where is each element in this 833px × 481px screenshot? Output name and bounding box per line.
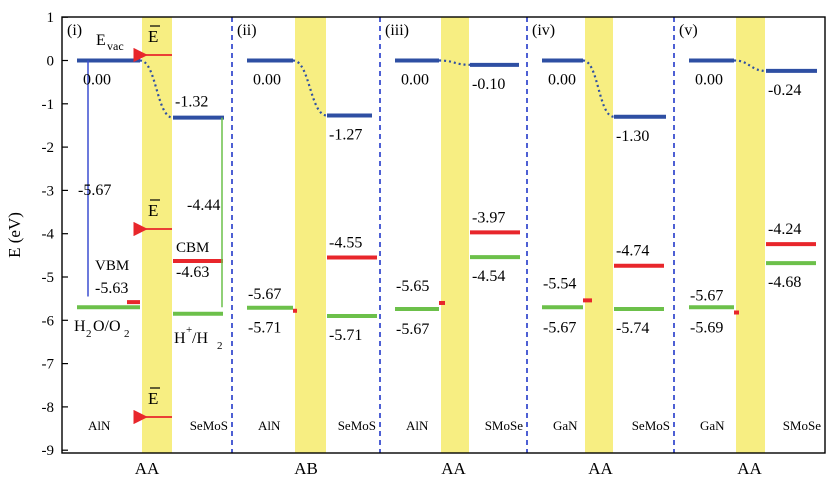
vbm-value-right: -5.74	[616, 320, 649, 337]
vacuum-value-right: -1.30	[616, 128, 649, 145]
y-tick-label: -8	[42, 400, 55, 416]
vacuum-value-right: -0.24	[768, 82, 801, 99]
y-tick-label: -4	[42, 227, 55, 243]
material-left-name: AlN	[88, 418, 111, 433]
cbm-value-left: -5.54	[543, 275, 576, 292]
material-left-name: GaN	[700, 418, 725, 433]
y-axis: 1 0 -1 -2 -3 -4 -5 -6 -7 -8 -9	[42, 10, 68, 459]
redox-h-plus-label: H	[174, 330, 186, 347]
redox-h-label: H	[74, 318, 86, 335]
stacking-label: AB	[294, 459, 318, 478]
vacuum-value-left: 0.00	[253, 72, 281, 89]
stacking-label: AA	[135, 459, 160, 478]
cbm-value-right: -4.74	[616, 243, 649, 260]
cbm-value-left: -5.67	[248, 286, 281, 303]
evac-subscript: vac	[107, 39, 124, 53]
evac-symbol: E	[96, 32, 106, 49]
label-layer: (i) AlN SeMoS AA 0.00 -1.32 (ii) AlN SeMoS AB 0.00…	[67, 22, 821, 478]
y-tick-label: -9	[42, 443, 55, 459]
material-left-name: AlN	[406, 418, 429, 433]
y-tick-label: -3	[42, 183, 55, 199]
y-tick-label: -6	[42, 313, 55, 329]
vbm-value-left: -5.67	[396, 321, 429, 338]
band-level-layer	[77, 47, 817, 425]
panel-label: (iv)	[532, 22, 555, 39]
panel-label: (v)	[679, 22, 698, 39]
vacuum-step-curve	[733, 59, 767, 72]
panel-divider-layer	[231, 17, 675, 453]
material-left-name: GaN	[553, 418, 578, 433]
vbm-value-left: -5.67	[543, 319, 576, 336]
interface-region	[585, 17, 613, 453]
field-label-mid: E	[148, 201, 158, 220]
interface-region	[295, 17, 326, 453]
redox-h2-label: /H	[192, 330, 208, 347]
vbm-value-right: -5.71	[329, 327, 362, 344]
material-right-name: SMoSe	[485, 418, 524, 433]
vbm-tag: VBM	[95, 258, 129, 274]
vacuum-value-right: -1.32	[175, 94, 208, 111]
y-tick-label: 0	[47, 54, 55, 70]
interface-region	[736, 17, 765, 453]
redox-superscript: +	[186, 324, 192, 336]
cbm-value: -4.63	[176, 264, 209, 281]
material-right-name: SMoSe	[783, 418, 822, 433]
redox-subscript: 2	[86, 328, 92, 340]
vbm-value-right: -4.68	[768, 274, 801, 291]
vbm-value-left: -5.71	[248, 320, 281, 337]
cbm-tag: CBM	[176, 240, 209, 256]
stacking-label: AA	[588, 459, 613, 478]
cbm-value-left: -5.67	[690, 288, 723, 305]
stacking-label: AA	[737, 459, 762, 478]
vacuum-value-left: 0.00	[548, 72, 576, 89]
material-right-name: SeMoS	[632, 418, 670, 433]
redox-subscript: 2	[124, 328, 130, 340]
vbm-value-left: -5.69	[690, 319, 723, 336]
y-axis-label: E (eV)	[5, 212, 24, 258]
interface-region-layer	[142, 17, 765, 453]
y-tick-label: -5	[42, 270, 55, 286]
y-tick-label: -1	[42, 97, 55, 113]
cbm-value-right: -4.55	[329, 235, 362, 252]
y-tick-label: -2	[42, 140, 55, 156]
cbm-value-right: -3.97	[472, 209, 505, 226]
vacuum-step-curve	[438, 59, 471, 66]
field-label-top: E	[148, 27, 158, 46]
field-label-bottom: E	[148, 389, 158, 408]
panel-label: (iii)	[385, 22, 409, 39]
redox-o-label: O/O	[93, 318, 121, 335]
redox-subscript: 2	[217, 340, 223, 352]
panel-label: (i)	[67, 22, 82, 39]
vacuum-value-left: 0.00	[401, 72, 429, 89]
workfunction-right-value: -4.44	[187, 197, 220, 214]
plot-frame	[61, 16, 826, 454]
interface-region	[441, 17, 469, 453]
stacking-label: AA	[441, 459, 466, 478]
y-tick-label: 1	[47, 10, 55, 26]
material-left-name: AlN	[258, 418, 281, 433]
cbm-value-right: -4.24	[768, 221, 801, 238]
vacuum-value-left: 0.00	[83, 72, 111, 89]
vbm-value: -5.63	[95, 280, 128, 297]
material-right-name: SeMoS	[190, 418, 228, 433]
vacuum-value-right: -0.10	[472, 76, 505, 93]
y-tick-label: -7	[42, 357, 55, 373]
vacuum-value-right: -1.27	[329, 126, 362, 143]
vbm-value-right: -4.54	[472, 268, 505, 285]
cbm-value-left: -5.65	[396, 278, 429, 295]
panel-label: (ii)	[237, 22, 257, 39]
workfunction-left-value: -5.67	[78, 182, 111, 199]
material-right-name: SeMoS	[338, 418, 376, 433]
vacuum-value-left: 0.00	[695, 72, 723, 89]
